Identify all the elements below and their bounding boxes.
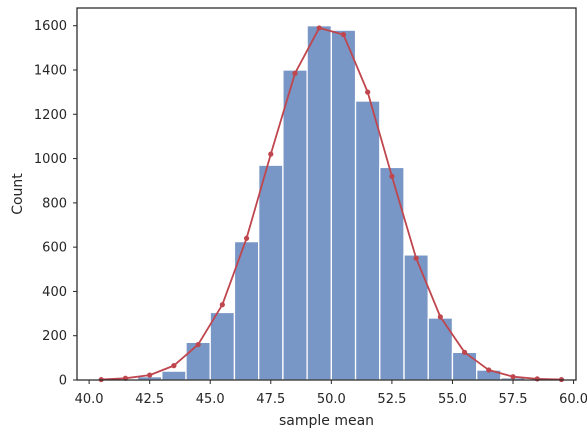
curve-point	[171, 363, 177, 369]
curve-point	[413, 255, 419, 261]
curve-point	[292, 70, 298, 76]
x-axis-ticks: 40.0 42.5 45.0 47.5 50.0 52.5 55.0 57.5 60.0	[75, 380, 587, 407]
histogram-bar	[209, 311, 236, 381]
histogram-bar	[427, 317, 454, 381]
curve-point	[389, 173, 395, 179]
curve-point	[534, 376, 540, 382]
curve-point	[510, 374, 516, 380]
x-tick-label: 57.5	[499, 392, 528, 407]
curve-point	[219, 302, 225, 308]
curve-point	[268, 151, 274, 157]
curve-point	[486, 367, 492, 373]
histogram-bar	[258, 164, 284, 381]
y-axis-label: Count	[10, 173, 26, 215]
curve-point	[147, 372, 153, 378]
y-tick-label: 1400	[34, 64, 67, 79]
y-tick-label: 1600	[34, 19, 67, 34]
y-tick-label: 200	[42, 329, 67, 344]
x-tick-label: 47.5	[256, 392, 285, 407]
y-tick-label: 400	[42, 285, 67, 300]
x-tick-label: 55.0	[438, 392, 467, 407]
histogram-bar	[451, 351, 478, 381]
plot-frame	[76, 7, 577, 381]
curve-point	[316, 25, 322, 31]
histogram-bar	[185, 341, 211, 381]
x-tick-label: 42.5	[135, 392, 164, 407]
x-axis-label: sample mean	[279, 413, 374, 429]
y-tick-label: 0	[59, 374, 67, 389]
y-axis-ticks: 0 200 400 600 800 1000 1200 1400 1600	[34, 19, 77, 389]
y-tick-label: 1000	[34, 152, 67, 167]
curve-point	[340, 31, 347, 38]
histogram-bar	[306, 25, 332, 381]
x-tick-label: 60.0	[559, 392, 587, 407]
histogram-bar	[354, 100, 381, 381]
histogram-bar	[403, 254, 429, 381]
x-tick-label: 52.5	[377, 392, 406, 407]
density-curve-line	[101, 27, 562, 381]
curve-point	[461, 349, 468, 355]
y-tick-label: 600	[42, 241, 67, 256]
curve-point	[195, 341, 201, 348]
x-tick-label: 40.0	[75, 392, 104, 407]
x-tick-label: 50.0	[317, 392, 346, 407]
histogram-bar	[233, 240, 260, 381]
x-tick-label: 45.0	[196, 392, 225, 407]
bars-layer	[112, 25, 551, 381]
curve-point	[365, 89, 371, 95]
histogram-bar	[379, 166, 405, 381]
histogram-bar	[330, 29, 357, 381]
y-tick-label: 1200	[34, 108, 67, 123]
histogram-bar	[161, 370, 187, 381]
histogram-bar	[282, 69, 308, 381]
curve-point	[243, 235, 250, 241]
y-tick-label: 800	[42, 196, 67, 211]
curve-point	[437, 314, 443, 320]
